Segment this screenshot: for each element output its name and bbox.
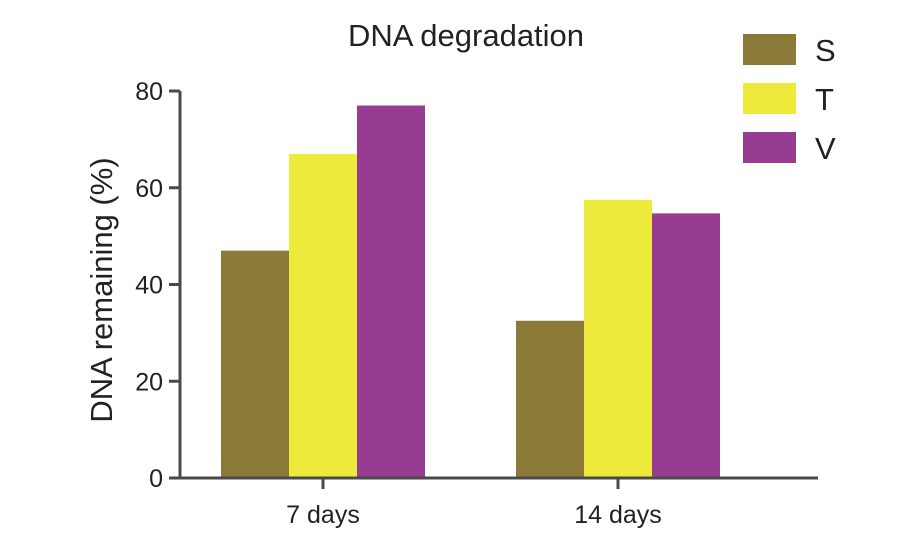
bars [221, 105, 720, 479]
legend-swatch-s [743, 34, 796, 65]
bar-t-14-days [584, 199, 652, 478]
bar-s-7-days [221, 250, 289, 478]
x-axis-ticks: 7 days 14 days [286, 478, 662, 529]
legend-swatch-v [743, 132, 796, 163]
y-tick-label: 0 [149, 465, 163, 493]
x-tick-label: 14 days [574, 501, 662, 529]
bar-s-14-days [516, 320, 584, 478]
y-axis-title: DNA remaining (%) [84, 157, 119, 422]
legend-label-t: T [815, 82, 834, 117]
legend-label-s: S [815, 33, 836, 68]
y-tick-label: 40 [135, 272, 163, 300]
y-tick-label: 60 [135, 175, 163, 203]
legend-swatch-t [743, 83, 796, 114]
legend-label-v: V [815, 131, 836, 166]
bar-t-7-days [289, 153, 357, 478]
bar-v-14-days [652, 213, 720, 479]
y-axis-ticks: 0 20 40 60 80 [135, 78, 180, 493]
y-tick-label: 80 [135, 78, 163, 106]
chart-title: DNA degradation [348, 18, 584, 53]
legend: STV [743, 33, 836, 166]
y-tick-label: 20 [135, 368, 163, 396]
x-tick-label: 7 days [286, 501, 360, 529]
chart-axes [178, 91, 818, 480]
bar-v-7-days [357, 105, 425, 478]
